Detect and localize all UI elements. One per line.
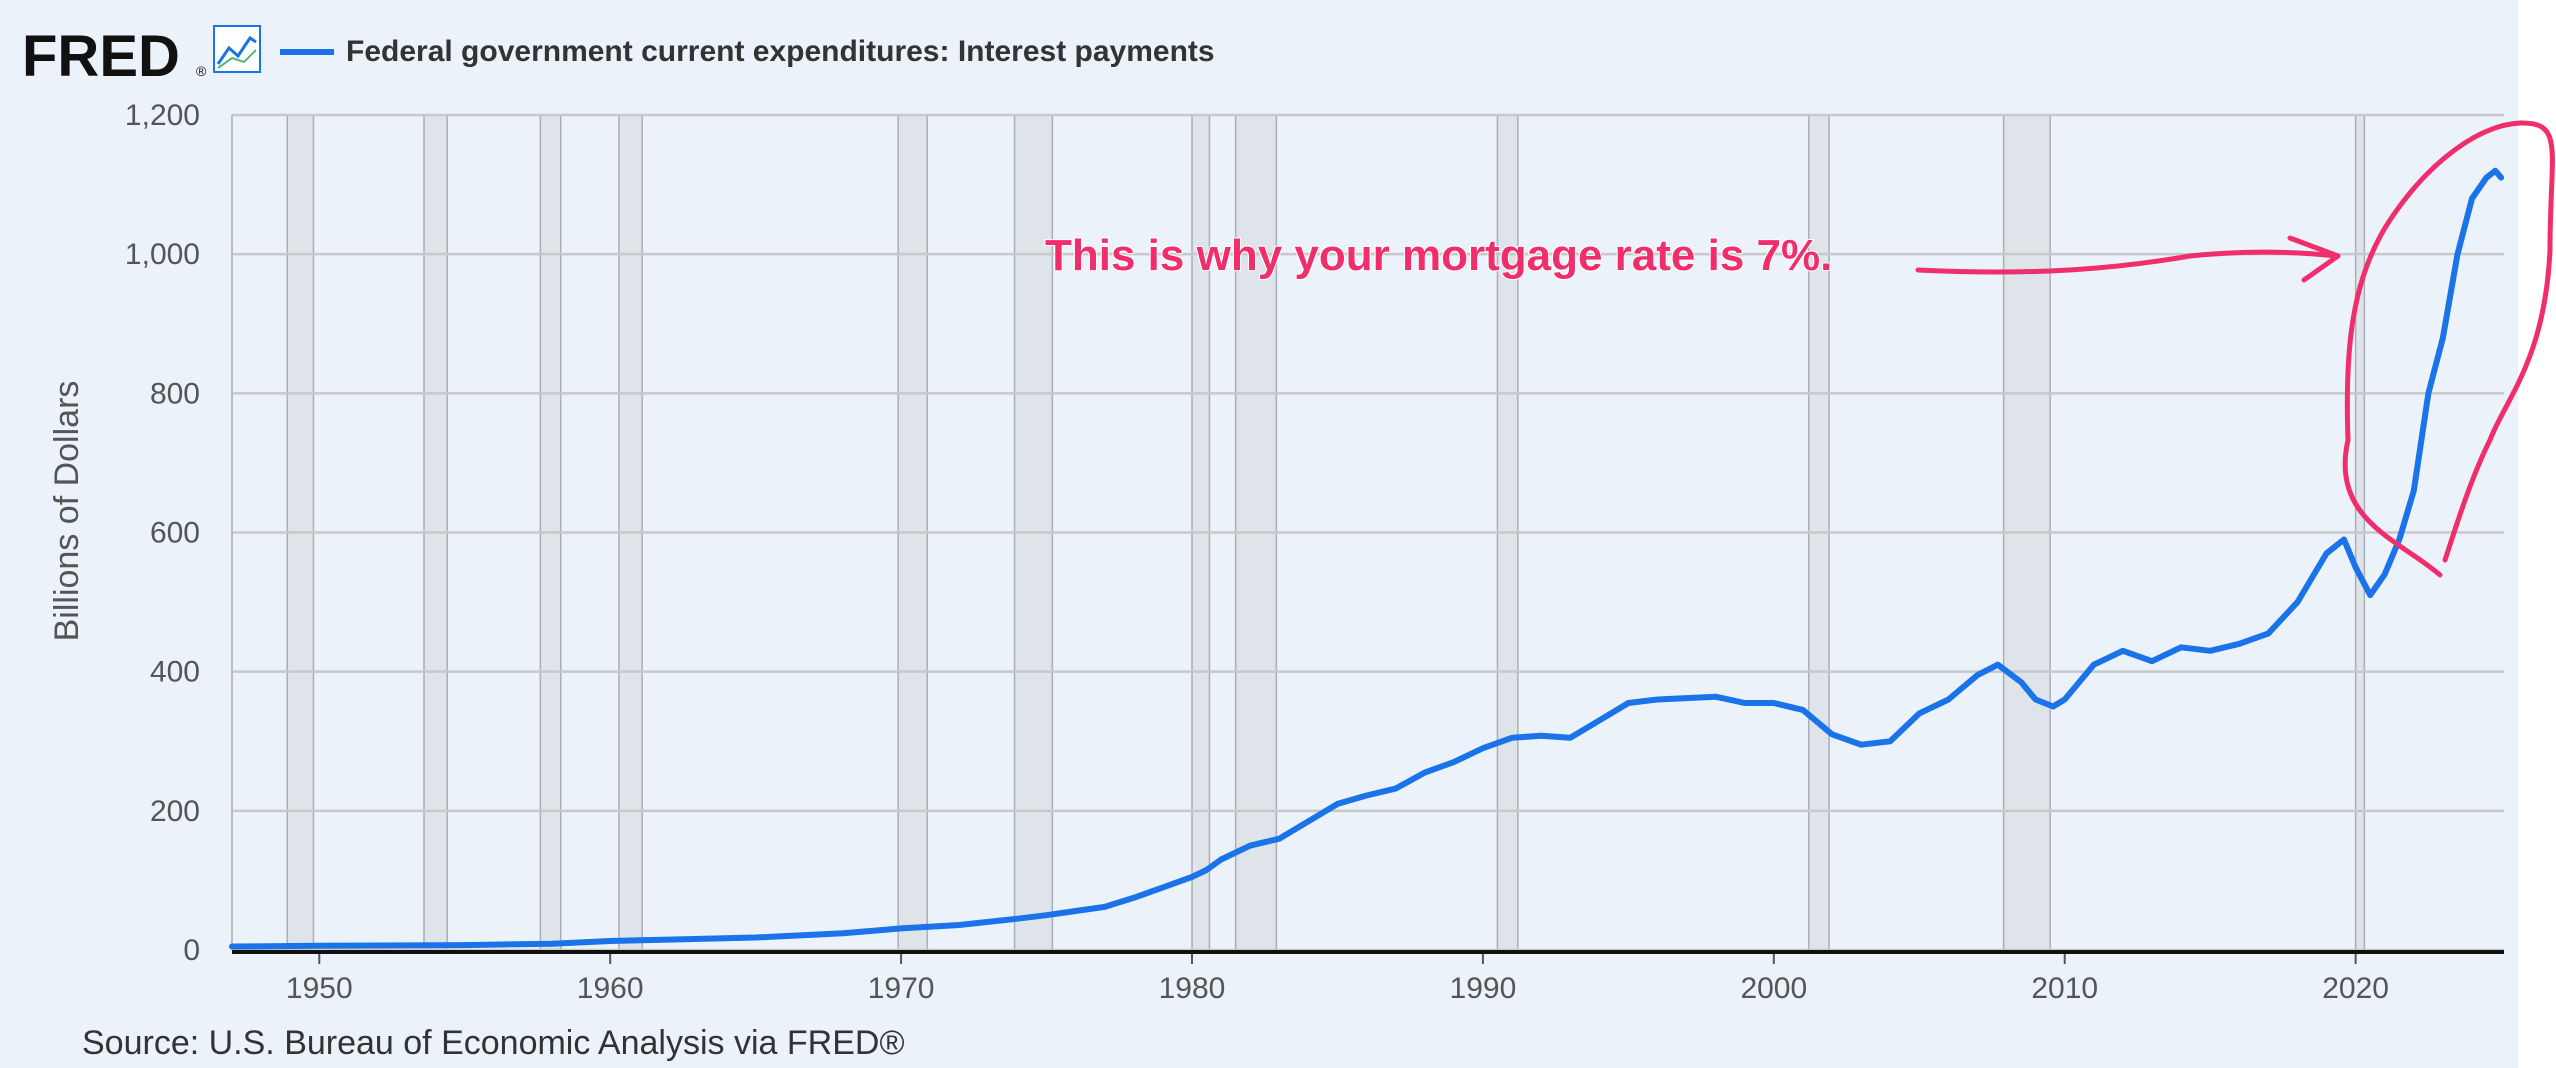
y-tick-label-6: 1,200	[125, 99, 200, 132]
x-tick-label-3: 1980	[1159, 972, 1226, 1005]
x-tick-label-6: 2010	[2031, 972, 2098, 1005]
annotation: This is why your mortgage rate is 7%.	[1044, 120, 2555, 578]
y-tick-label-3: 600	[150, 517, 200, 550]
annotation-circle	[2342, 120, 2555, 578]
y-tick-label-2: 400	[150, 656, 200, 689]
source-note: Source: U.S. Bureau of Economic Analysis…	[82, 1024, 905, 1062]
x-tick-label-7: 2020	[2322, 972, 2389, 1005]
x-tick-label-2: 1970	[868, 972, 935, 1005]
series-line-interest-payments	[229, 167, 2505, 950]
annotation-text: This is why your mortgage rate is 7%.	[1045, 231, 1832, 280]
y-axis-label: Billions of Dollars	[48, 381, 86, 642]
x-tick-label-0: 1950	[286, 972, 353, 1005]
x-tick-label-4: 1990	[1450, 972, 1517, 1005]
y-tick-label-4: 800	[150, 377, 200, 410]
y-tick-label-5: 1,000	[125, 238, 200, 271]
x-tick-label-5: 2000	[1740, 972, 1807, 1005]
y-axis-tick-labels: 0 200 400 600 800 1,000 1,200	[125, 99, 200, 967]
annotation-arrowhead	[2287, 235, 2341, 283]
chart-logo-icon	[213, 25, 261, 73]
fred-logo: FRED ®	[22, 24, 261, 89]
y-tick-label-1: 200	[150, 795, 200, 828]
annotation-arrow	[1915, 249, 2339, 275]
fred-logo-text: FRED	[22, 24, 180, 89]
fred-logo-registered: ®	[196, 63, 207, 79]
x-axis-tick-labels: 1950 1960 1970 1980 1990 2000 2010 2020	[286, 950, 2389, 1005]
series-title: Federal government current expenditures:…	[346, 35, 1215, 68]
y-tick-label-0: 0	[183, 934, 200, 967]
x-tick-label-1: 1960	[577, 972, 644, 1005]
